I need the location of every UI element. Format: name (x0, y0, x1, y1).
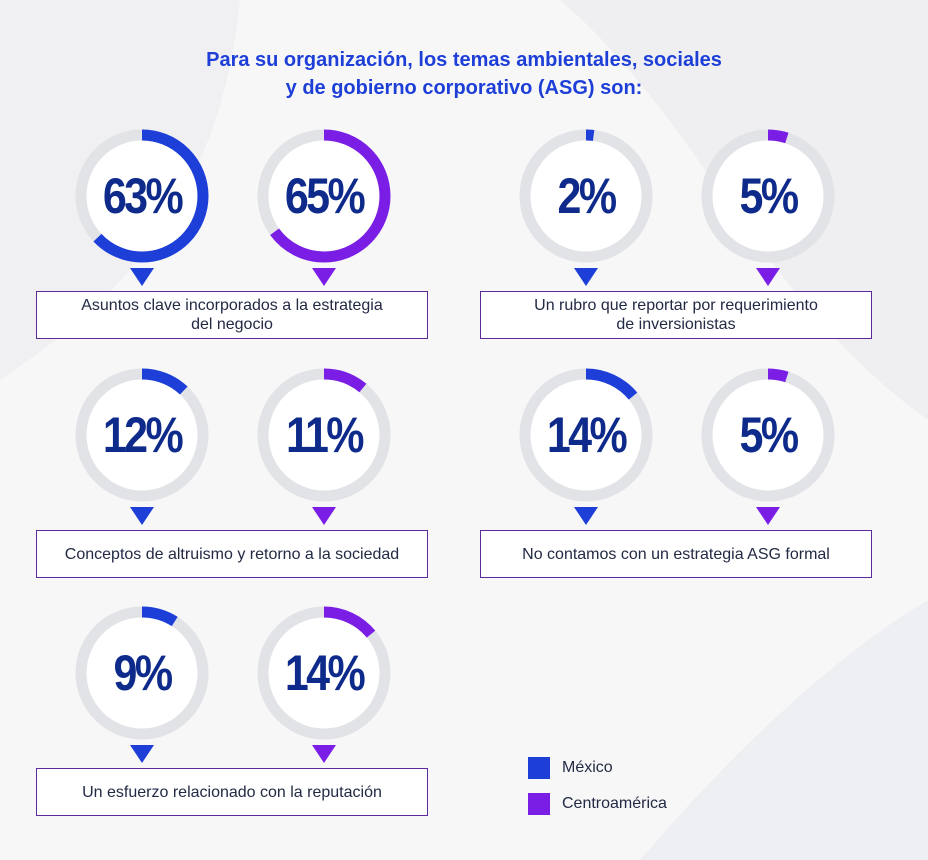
pointer-triangle-centroamerica (756, 507, 780, 525)
legend-label-mexico: México (562, 759, 613, 776)
category-label: Un esfuerzo relacionado con la reputació… (82, 783, 382, 802)
category-label: No contamos con un estrategia ASG formal (522, 545, 830, 564)
donut-ring (701, 129, 835, 263)
donut-percent-label: 11% (286, 407, 365, 463)
donut-percent-label: 2% (557, 168, 617, 224)
legend-swatch-mexico (528, 757, 550, 779)
legend-label-centroamerica: Centroamérica (562, 795, 667, 812)
donut-centroamerica: 65% (256, 128, 392, 264)
donut-value-arc-mexico (75, 368, 209, 502)
category-label: Asuntos clave incorporados a la estrateg… (81, 296, 383, 334)
donut-percent-label: 63% (102, 168, 184, 224)
donut-centroamerica: 5% (700, 367, 836, 503)
donut-percent-label: 9% (113, 645, 173, 701)
donut-ring (75, 368, 209, 502)
donut-value-arc-centroamerica (701, 368, 835, 502)
donut-value-arc-mexico (519, 368, 653, 502)
donut-value-arc-centroamerica (257, 368, 391, 502)
category-label: Un rubro que reportar por requerimiento d… (534, 296, 818, 334)
legend-item-centroamerica: Centroamérica (528, 793, 667, 815)
donut-value-arc-mexico (519, 129, 653, 263)
chart-title: Para su organización, los temas ambienta… (0, 46, 928, 102)
pointer-triangle-mexico (574, 268, 598, 286)
category-label-line: de inversionistas (616, 316, 736, 333)
legend-swatch-centroamerica (528, 793, 550, 815)
donut-value-arc-mexico (75, 606, 209, 740)
donut-percent-label: 65% (284, 168, 366, 224)
pointer-triangle-centroamerica (312, 268, 336, 286)
donut-ring (257, 368, 391, 502)
legend-item-mexico: México (528, 757, 667, 779)
pointer-triangle-centroamerica (312, 507, 336, 525)
category-label-line: Un rubro que reportar por requerimiento (534, 297, 818, 314)
category-label-box: Asuntos clave incorporados a la estrateg… (36, 291, 428, 339)
pointer-triangle-mexico (130, 745, 154, 763)
pointer-triangle-mexico (130, 268, 154, 286)
pointer-triangle-mexico (130, 507, 154, 525)
donut-ring (257, 129, 391, 263)
donut-value-arc-centroamerica (257, 129, 391, 263)
donut-percent-label: 14% (546, 407, 628, 463)
donut-mexico: 2% (518, 128, 654, 264)
pointer-triangle-mexico (574, 507, 598, 525)
donut-ring (519, 368, 653, 502)
pointer-triangle-centroamerica (312, 745, 336, 763)
donut-centroamerica: 5% (700, 128, 836, 264)
donut-value-arc-centroamerica (257, 606, 391, 740)
donut-percent-label: 5% (739, 407, 799, 463)
category-label-line: Un esfuerzo relacionado con la reputació… (82, 783, 382, 801)
donut-percent-label: 12% (102, 407, 184, 463)
donut-value-arc-mexico (75, 129, 209, 263)
donut-ring (519, 129, 653, 263)
category-label-box: Un rubro que reportar por requerimiento d… (480, 291, 872, 339)
legend: México Centroamérica (528, 757, 667, 829)
donut-ring (75, 129, 209, 263)
chart-title-line-1: Para su organización, los temas ambienta… (206, 49, 722, 71)
donut-mexico: 9% (74, 605, 210, 741)
category-label-line: del negocio (191, 316, 273, 333)
donut-mexico: 14% (518, 367, 654, 503)
category-label-line: Asuntos clave incorporados a la estrateg… (81, 297, 383, 314)
chart-title-line-2: y de gobierno corporativo (ASG) son: (285, 77, 643, 99)
donut-percent-label: 5% (739, 168, 799, 224)
category-label-line: No contamos con un estrategia ASG formal (522, 545, 830, 563)
category-label-box: No contamos con un estrategia ASG formal (480, 530, 872, 578)
pointer-triangle-centroamerica (756, 268, 780, 286)
donut-mexico: 63% (74, 128, 210, 264)
donut-value-arc-centroamerica (701, 129, 835, 263)
donut-ring (75, 606, 209, 740)
donut-centroamerica: 14% (256, 605, 392, 741)
donut-centroamerica: 11% (256, 367, 392, 503)
donut-ring (701, 368, 835, 502)
category-label: Conceptos de altruismo y retorno a la so… (65, 545, 399, 564)
category-label-box: Conceptos de altruismo y retorno a la so… (36, 530, 428, 578)
donut-mexico: 12% (74, 367, 210, 503)
category-label-box: Un esfuerzo relacionado con la reputació… (36, 768, 428, 816)
donut-percent-label: 14% (284, 645, 366, 701)
donut-ring (257, 606, 391, 740)
category-label-line: Conceptos de altruismo y retorno a la so… (64, 545, 400, 563)
